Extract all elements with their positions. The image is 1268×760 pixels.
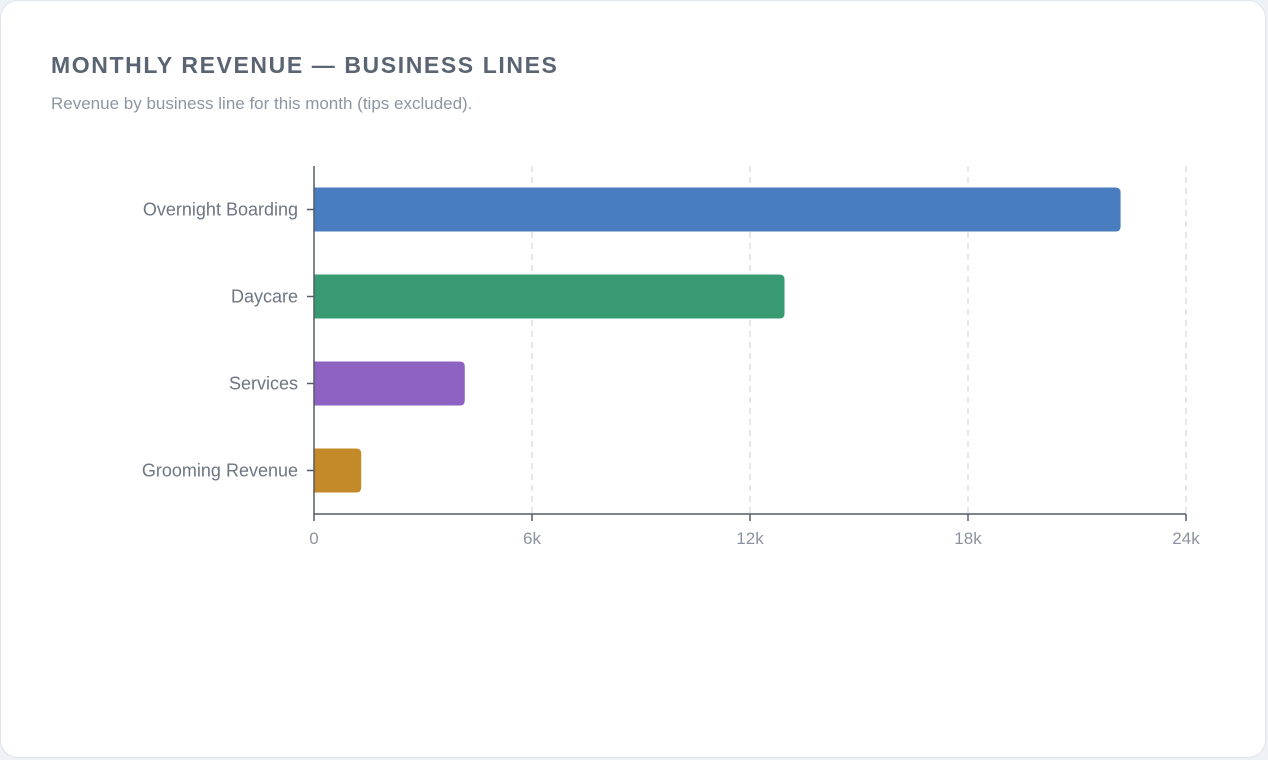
category-label: Daycare <box>231 287 298 307</box>
bar <box>314 361 465 406</box>
x-tick-label: 12k <box>736 529 764 548</box>
bar <box>314 274 785 319</box>
chart-title: MONTHLY REVENUE — BUSINESS LINES <box>51 52 559 78</box>
x-tick-label: 18k <box>954 529 982 548</box>
category-label: Grooming Revenue <box>142 461 298 481</box>
bar <box>314 448 362 493</box>
x-tick-label: 0 <box>309 529 318 548</box>
chart-subtitle: Revenue by business line for this month … <box>51 94 473 113</box>
x-tick-label: 6k <box>523 529 541 548</box>
category-label: Overnight Boarding <box>143 200 298 220</box>
x-tick-label: 24k <box>1172 529 1200 548</box>
bar <box>314 187 1121 232</box>
category-label: Services <box>229 374 298 394</box>
